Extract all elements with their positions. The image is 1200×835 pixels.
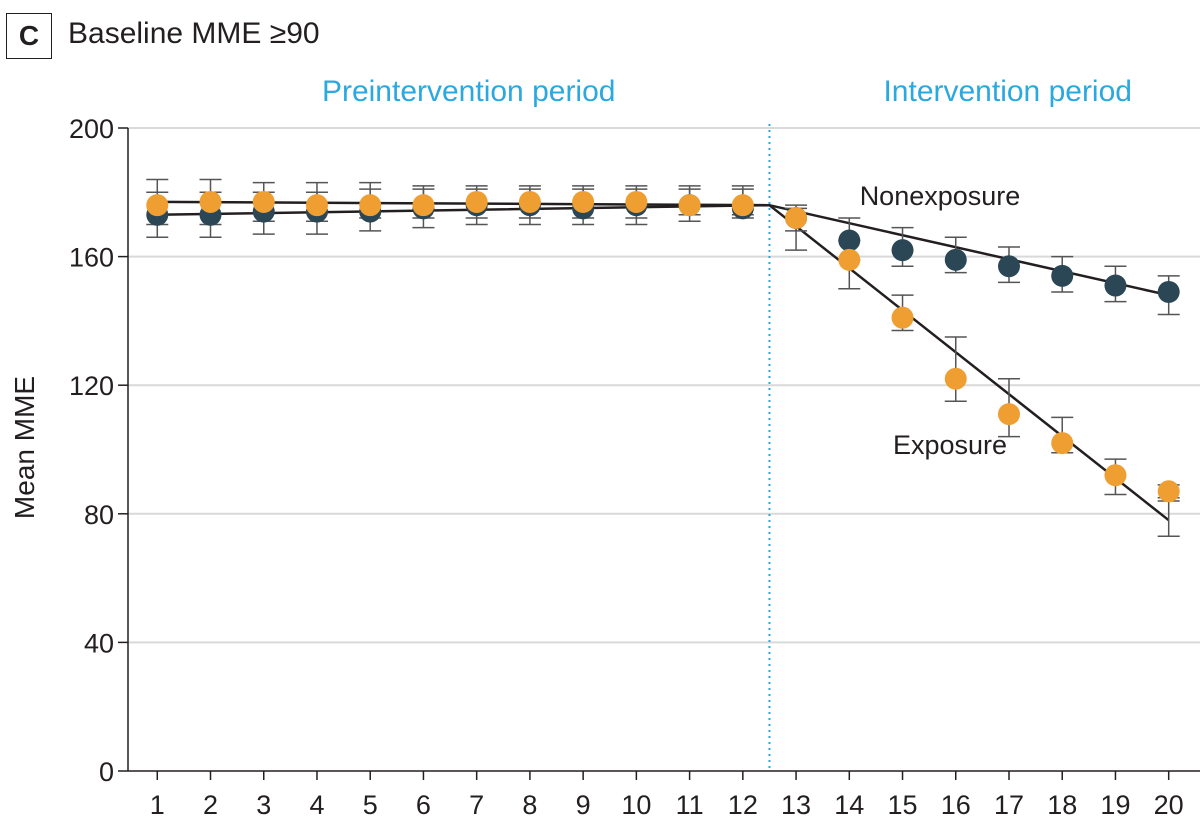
x-tick-label: 11 bbox=[676, 790, 704, 820]
x-tick-label: 3 bbox=[256, 790, 271, 820]
series-label-exposure: Exposure bbox=[893, 430, 1007, 460]
x-tick-label: 19 bbox=[1100, 790, 1130, 820]
x-tick-label: 12 bbox=[728, 790, 758, 820]
data-point-exposure bbox=[731, 194, 754, 217]
data-point-exposure bbox=[944, 367, 967, 390]
data-point-exposure bbox=[359, 194, 382, 217]
series-label-nonexposure: Nonexposure bbox=[860, 181, 1021, 211]
x-tick-label: 17 bbox=[994, 790, 1024, 820]
data-point-exposure bbox=[625, 190, 648, 213]
x-tick-label: 2 bbox=[203, 790, 218, 820]
data-point-exposure bbox=[997, 403, 1020, 426]
data-point-exposure bbox=[199, 190, 222, 213]
data-point-exposure bbox=[305, 194, 328, 217]
data-point-nonexposure bbox=[997, 255, 1020, 278]
y-tick-label: 200 bbox=[69, 114, 114, 144]
x-tick-label: 13 bbox=[781, 790, 811, 820]
panel-title: Baseline MME ≥90 bbox=[68, 17, 320, 50]
fit-line-exposure bbox=[157, 200, 1170, 522]
x-tick-label: 14 bbox=[834, 790, 864, 820]
period-label-preintervention: Preintervention period bbox=[322, 75, 616, 108]
data-point-exposure bbox=[465, 190, 488, 213]
y-tick-label: 0 bbox=[99, 757, 114, 787]
x-tick-label: 6 bbox=[416, 790, 431, 820]
data-point-exposure bbox=[518, 190, 541, 213]
data-point-exposure bbox=[838, 248, 861, 271]
data-point-nonexposure bbox=[838, 229, 861, 252]
data-point-exposure bbox=[1157, 480, 1180, 503]
data-point-nonexposure bbox=[1104, 274, 1127, 297]
data-point-exposure bbox=[891, 306, 914, 329]
y-axis-label: Mean MME bbox=[9, 376, 40, 519]
panel-header: C Baseline MME ≥90 bbox=[0, 0, 1200, 70]
data-point-exposure bbox=[1104, 464, 1127, 487]
data-point-exposure bbox=[785, 207, 808, 230]
x-tick-label: 8 bbox=[522, 790, 537, 820]
data-point-exposure bbox=[146, 194, 169, 217]
data-point-exposure bbox=[412, 194, 435, 217]
data-point-exposure bbox=[678, 194, 701, 217]
period-label-intervention: Intervention period bbox=[883, 75, 1132, 108]
data-point-nonexposure bbox=[891, 239, 914, 262]
x-tick-label: 1 bbox=[150, 790, 165, 820]
x-tick-label: 18 bbox=[1047, 790, 1077, 820]
y-tick-label: 80 bbox=[84, 500, 114, 530]
data-point-exposure bbox=[1051, 432, 1074, 455]
x-tick-label: 7 bbox=[469, 790, 484, 820]
y-tick-label: 160 bbox=[69, 243, 114, 273]
x-tick-label: 5 bbox=[363, 790, 378, 820]
data-point-exposure bbox=[572, 190, 595, 213]
data-point-nonexposure bbox=[944, 248, 967, 271]
panel-letter-box: C bbox=[6, 13, 52, 59]
x-tick-label: 15 bbox=[888, 790, 918, 820]
x-tick-label: 4 bbox=[309, 790, 324, 820]
y-tick-label: 120 bbox=[69, 371, 114, 401]
data-point-exposure bbox=[252, 190, 275, 213]
x-tick-label: 20 bbox=[1154, 790, 1184, 820]
data-point-nonexposure bbox=[1051, 264, 1074, 287]
x-tick-label: 16 bbox=[941, 790, 971, 820]
x-tick-label: 9 bbox=[576, 790, 591, 820]
x-tick-label: 10 bbox=[621, 790, 651, 820]
y-tick-label: 40 bbox=[84, 628, 114, 658]
data-point-nonexposure bbox=[1157, 280, 1180, 303]
